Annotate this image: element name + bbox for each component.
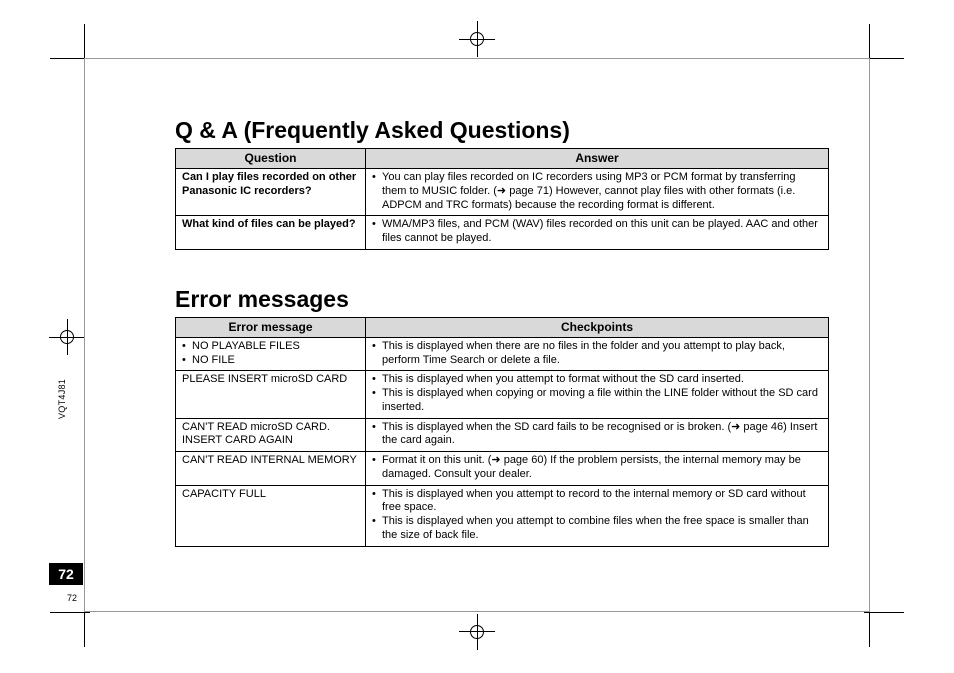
qa-answer: WMA/MP3 files, and PCM (WAV) files recor… — [366, 216, 829, 250]
error-checkpoint: Format it on this unit. (➜ page 60) If t… — [366, 452, 829, 486]
doc-code: VQT4J81 — [57, 379, 67, 419]
error-title: Error messages — [175, 286, 829, 313]
table-row: CAN'T READ INTERNAL MEMORY Format it on … — [176, 452, 829, 486]
qa-question: What kind of files can be played? — [176, 216, 366, 250]
qa-table: Question Answer Can I play files recorde… — [175, 148, 829, 250]
error-message: CAN'T READ INTERNAL MEMORY — [176, 452, 366, 486]
table-row: Can I play files recorded on other Panas… — [176, 169, 829, 216]
table-row: PLEASE INSERT microSD CARD This is displ… — [176, 371, 829, 418]
error-header-check: Checkpoints — [366, 317, 829, 337]
qa-title: Q & A (Frequently Asked Questions) — [175, 117, 829, 144]
error-checkpoint: This is displayed when you attempt to fo… — [366, 371, 829, 418]
error-message: PLEASE INSERT microSD CARD — [176, 371, 366, 418]
qa-question: Can I play files recorded on other Panas… — [176, 169, 366, 216]
error-header-message: Error message — [176, 317, 366, 337]
qa-header-question: Question — [176, 149, 366, 169]
table-row: CAPACITY FULL This is displayed when you… — [176, 485, 829, 546]
qa-header-answer: Answer — [366, 149, 829, 169]
qa-answer: You can play files recorded on IC record… — [366, 169, 829, 216]
error-message: CAN'T READ microSD CARD. INSERT CARD AGA… — [176, 418, 366, 452]
error-checkpoint: This is displayed when you attempt to re… — [366, 485, 829, 546]
table-row: NO PLAYABLE FILES NO FILE This is displa… — [176, 337, 829, 371]
page-number-badge: 72 — [49, 563, 83, 585]
error-message: NO PLAYABLE FILES NO FILE — [176, 337, 366, 371]
table-row: What kind of files can be played? WMA/MP… — [176, 216, 829, 250]
error-message: CAPACITY FULL — [176, 485, 366, 546]
error-table: Error message Checkpoints NO PLAYABLE FI… — [175, 317, 829, 547]
error-checkpoint: This is displayed when the SD card fails… — [366, 418, 829, 452]
table-row: CAN'T READ microSD CARD. INSERT CARD AGA… — [176, 418, 829, 452]
error-checkpoint: This is displayed when there are no file… — [366, 337, 829, 371]
page-frame: VQT4J81 72 72 Q & A (Frequently Asked Qu… — [84, 58, 870, 612]
page-number-small: 72 — [67, 593, 77, 603]
